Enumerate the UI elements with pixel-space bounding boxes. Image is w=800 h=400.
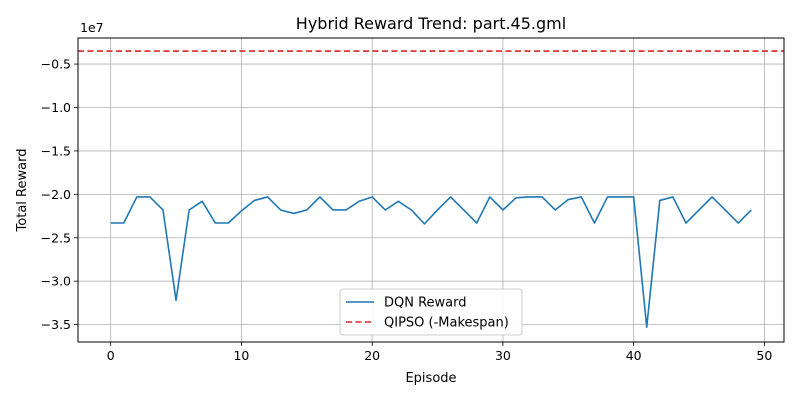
- data-point: [515, 197, 517, 199]
- data-point: [449, 196, 451, 198]
- data-point: [109, 222, 111, 224]
- data-point: [619, 196, 621, 198]
- data-point: [136, 196, 138, 198]
- data-point: [737, 222, 739, 224]
- x-tick-label: 40: [626, 348, 642, 363]
- y-tick-label: −2.5: [41, 230, 71, 245]
- y-tick-label: −2.0: [41, 187, 71, 202]
- x-tick-label: 10: [233, 348, 249, 363]
- data-point: [123, 222, 125, 224]
- data-point: [240, 210, 242, 212]
- data-point: [371, 196, 373, 198]
- data-point: [201, 200, 203, 202]
- plot-area: [77, 37, 785, 343]
- y-axis: −3.5 −3.0 −2.5 −2.0 −1.5 −1.0 −0.5: [41, 57, 78, 332]
- data-point: [253, 199, 255, 201]
- data-point: [462, 209, 464, 211]
- data-point: [397, 200, 399, 202]
- legend: DQN Reward QIPSO (-Makespan): [339, 288, 523, 336]
- data-point: [188, 209, 190, 211]
- y-tick-label: −3.5: [41, 317, 71, 332]
- legend-label: QIPSO (-Makespan): [384, 316, 509, 331]
- data-point: [175, 299, 177, 301]
- data-point: [410, 209, 412, 211]
- data-point: [319, 196, 321, 198]
- data-point: [528, 196, 530, 198]
- series-layer: [78, 50, 784, 329]
- data-point: [541, 196, 543, 198]
- data-point: [384, 209, 386, 211]
- data-point: [632, 196, 634, 198]
- data-point: [502, 209, 504, 211]
- data-point: [149, 196, 151, 198]
- data-point: [724, 209, 726, 211]
- data-point: [293, 212, 295, 214]
- data-point: [266, 196, 268, 198]
- chart-title: Hybrid Reward Trend: part.45.gml: [296, 14, 566, 33]
- data-point: [423, 223, 425, 225]
- data-point: [489, 196, 491, 198]
- x-tick-label: 0: [107, 348, 115, 363]
- data-point: [332, 209, 334, 211]
- data-point: [345, 209, 347, 211]
- series-line-dqn-reward: [110, 196, 752, 329]
- data-point: [306, 209, 308, 211]
- data-point: [659, 199, 661, 201]
- data-point: [580, 196, 582, 198]
- legend-box: [339, 288, 523, 336]
- legend-label: DQN Reward: [384, 296, 467, 311]
- x-tick-label: 50: [756, 348, 772, 363]
- data-point: [567, 198, 569, 200]
- x-tick-label: 30: [495, 348, 511, 363]
- data-point: [750, 209, 752, 211]
- data-point: [606, 196, 608, 198]
- y-tick-label: −1.5: [41, 143, 71, 158]
- y-tick-label: −1.0: [41, 100, 71, 115]
- data-point: [214, 222, 216, 224]
- data-point: [672, 196, 674, 198]
- data-point: [698, 209, 700, 211]
- data-point: [685, 222, 687, 224]
- data-point: [593, 222, 595, 224]
- data-point: [711, 196, 713, 198]
- data-point: [279, 209, 281, 211]
- x-axis-label: Episode: [405, 371, 456, 386]
- data-point: [436, 209, 438, 211]
- y-tick-label: −0.5: [41, 57, 71, 72]
- data-point: [227, 222, 229, 224]
- y-tick-label: −3.0: [41, 274, 71, 289]
- data-point: [554, 209, 556, 211]
- x-tick-label: 20: [364, 348, 380, 363]
- data-point: [476, 222, 478, 224]
- data-point: [358, 200, 360, 202]
- x-axis: 0 10 20 30 40 50: [107, 342, 772, 363]
- y-axis-label: Total Reward: [15, 149, 30, 233]
- grid: [78, 38, 784, 342]
- data-point: [646, 326, 648, 328]
- y-multiplier-label: 1e7: [80, 20, 104, 35]
- data-point: [162, 209, 164, 211]
